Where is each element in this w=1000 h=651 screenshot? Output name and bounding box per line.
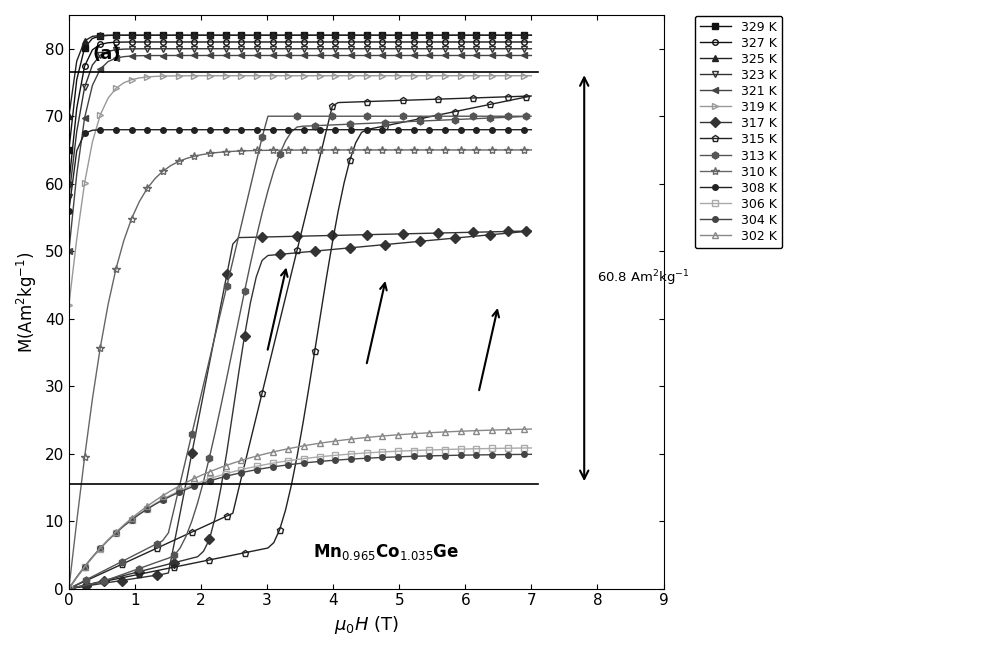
Text: (a): (a) (92, 46, 121, 63)
Y-axis label: M(Am$^2$kg$^{-1}$): M(Am$^2$kg$^{-1}$) (15, 251, 39, 353)
Text: 60.8 Am$^2$kg$^{-1}$: 60.8 Am$^2$kg$^{-1}$ (597, 268, 690, 288)
X-axis label: $\mu_0H$ (T): $\mu_0H$ (T) (334, 614, 399, 636)
Legend: 329 K, 327 K, 325 K, 323 K, 321 K, 319 K, 317 K, 315 K, 313 K, 310 K, 308 K, 306: 329 K, 327 K, 325 K, 323 K, 321 K, 319 K… (695, 16, 782, 248)
Text: Mn$_{0.965}$Co$_{1.035}$Ge: Mn$_{0.965}$Co$_{1.035}$Ge (313, 542, 459, 562)
